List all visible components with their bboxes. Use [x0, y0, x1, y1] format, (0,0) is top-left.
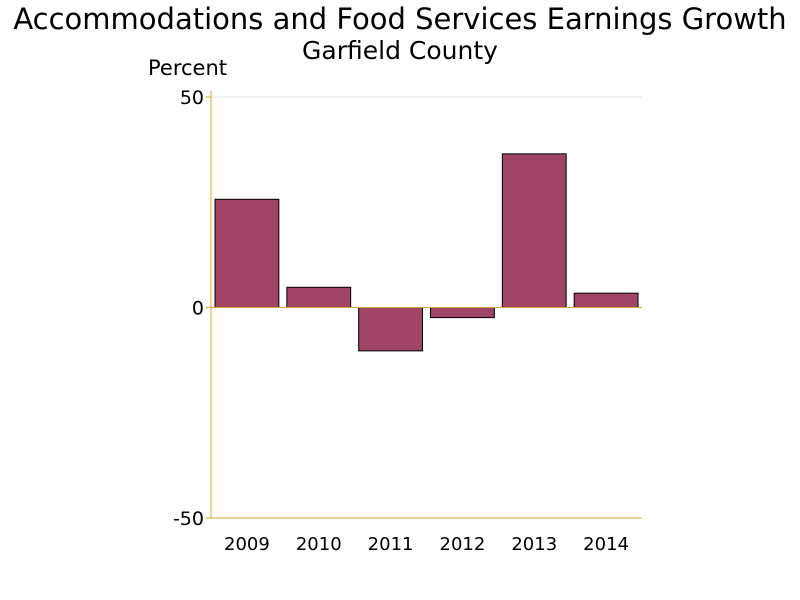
chart-subtitle: Garfield County: [302, 36, 498, 65]
bars-group: [214, 153, 639, 352]
x-tick-label-2011: 2011: [368, 534, 414, 555]
y-tick-label: 0: [192, 298, 204, 320]
y-ticks-group: 50 0 -50: [173, 87, 211, 530]
y-tick-label: 50: [180, 87, 204, 109]
chart-title: Accommodations and Food Services Earning…: [13, 2, 787, 36]
x-tick-label-2014: 2014: [583, 534, 629, 555]
y-axis-label: Percent: [148, 56, 228, 80]
bar-2009: [214, 198, 280, 308]
bar-2013: [501, 153, 567, 308]
x-tick-label-2013: 2013: [511, 534, 557, 555]
bar-2011: [358, 307, 423, 352]
x-tick-label-2010: 2010: [296, 534, 342, 555]
x-tick-label-2009: 2009: [224, 534, 270, 555]
x-labels-group: 2009 2010 2011 2012 2013 2014: [224, 534, 629, 555]
x-tick-label-2012: 2012: [440, 534, 486, 555]
bar-2010: [286, 286, 352, 308]
bar-2012: [430, 307, 495, 319]
y-tick-label: -50: [173, 508, 204, 530]
bar-2014: [573, 292, 639, 309]
